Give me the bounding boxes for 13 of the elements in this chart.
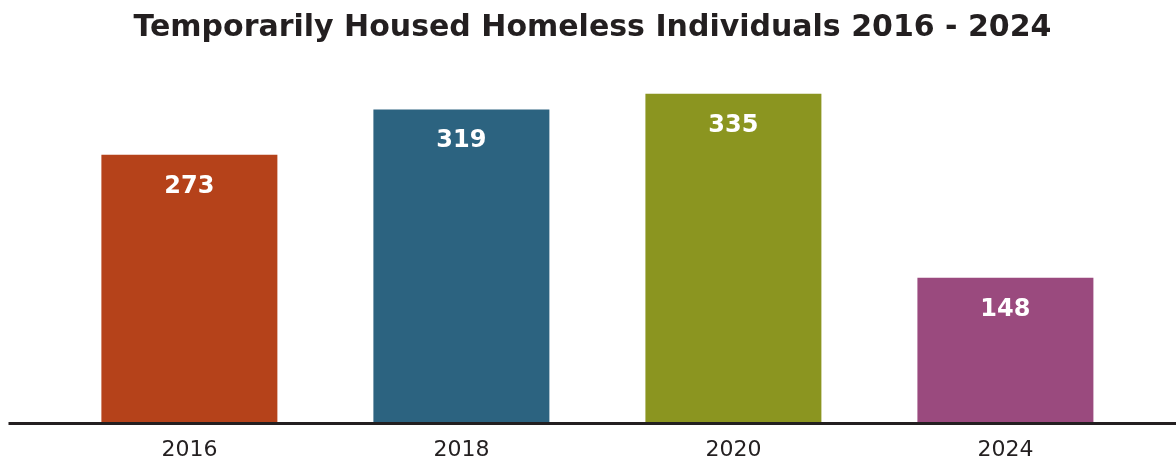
bar xyxy=(917,277,1094,424)
x-tick-label: 2018 xyxy=(433,435,490,461)
bar xyxy=(373,109,550,424)
data-label: 335 xyxy=(708,109,759,138)
data-label: 319 xyxy=(436,125,487,154)
bar xyxy=(645,93,822,424)
chart-title: Temporarily Housed Homeless Individuals 2016 - 2024 xyxy=(133,7,1052,43)
bar xyxy=(101,154,278,424)
x-tick-label: 2020 xyxy=(705,435,762,461)
x-tick-label: 2016 xyxy=(161,435,218,461)
x-tick-label: 2024 xyxy=(977,435,1034,461)
data-label: 273 xyxy=(164,170,215,199)
data-label: 148 xyxy=(980,293,1031,322)
